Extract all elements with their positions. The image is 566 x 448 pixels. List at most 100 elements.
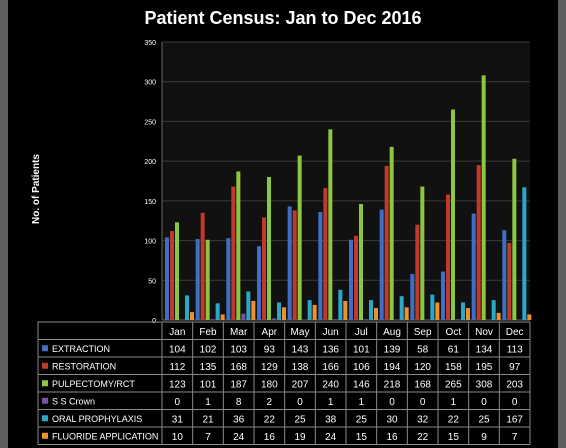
legend-swatch [42, 362, 48, 369]
data-label: 207 [292, 379, 309, 390]
x-tick-label: Feb [199, 327, 217, 338]
data-label: 187 [230, 379, 247, 390]
bar [384, 165, 389, 320]
data-label: 180 [261, 379, 278, 390]
data-label: 0 [512, 397, 518, 408]
data-label: 101 [353, 344, 370, 355]
data-label: 146 [353, 379, 370, 390]
bar [471, 213, 476, 320]
x-tick-label: Jul [355, 327, 368, 338]
bar [354, 235, 358, 320]
data-label: 10 [172, 432, 184, 443]
x-tick-label: Jan [169, 327, 185, 338]
data-label: 113 [507, 344, 523, 355]
data-label: 101 [200, 379, 217, 390]
bar [502, 230, 507, 320]
bar [246, 291, 251, 320]
bar [491, 300, 496, 320]
bar [328, 129, 333, 320]
bar [251, 300, 256, 320]
bar [481, 75, 486, 320]
y-tick-label: 50 [148, 278, 156, 285]
data-label: 240 [322, 379, 339, 390]
data-label: 22 [448, 414, 460, 425]
y-tick-label: 200 [144, 159, 156, 166]
data-label: 308 [476, 379, 493, 390]
legend-swatch [42, 432, 48, 439]
data-label: 15 [356, 432, 368, 443]
data-label: 195 [476, 362, 493, 373]
bar [226, 238, 231, 320]
bar [165, 237, 169, 320]
bar [507, 242, 512, 320]
data-label: 25 [478, 414, 490, 425]
data-label: 38 [325, 414, 337, 425]
data-label: 135 [200, 362, 217, 373]
data-label: 30 [386, 414, 398, 425]
bar [512, 158, 517, 320]
data-label: 120 [414, 362, 431, 373]
bar [236, 171, 241, 320]
bar [527, 314, 532, 320]
bar [441, 271, 445, 320]
bar [277, 302, 281, 320]
bar [282, 307, 286, 320]
data-label: 93 [264, 344, 276, 355]
bar [323, 188, 328, 320]
legend-label: RESTORATION [52, 361, 116, 371]
bar [374, 308, 378, 320]
bar [292, 210, 297, 320]
x-tick-label: Nov [475, 327, 493, 338]
data-label: 2 [267, 397, 273, 408]
data-label: 1 [359, 397, 365, 408]
bar [267, 177, 271, 320]
data-label: 16 [386, 432, 398, 443]
data-label: 0 [481, 397, 487, 408]
data-label: 143 [292, 344, 309, 355]
legend-swatch [42, 380, 48, 387]
data-label: 97 [509, 362, 521, 373]
bar [435, 302, 440, 320]
bar [307, 300, 312, 320]
data-label: 0 [420, 397, 426, 408]
data-label: 1 [205, 397, 211, 408]
data-label: 25 [294, 414, 306, 425]
data-label: 218 [384, 379, 401, 390]
bar [476, 165, 481, 320]
data-label: 166 [322, 362, 339, 373]
bar [220, 314, 225, 320]
data-label: 16 [264, 432, 276, 443]
data-label: 7 [205, 432, 211, 443]
y-tick-label: 350 [144, 40, 156, 47]
bar [312, 304, 317, 320]
bar [195, 238, 200, 320]
bar [297, 155, 302, 320]
bar [170, 231, 174, 320]
data-label: 106 [353, 362, 370, 373]
bar [175, 222, 179, 320]
data-label: 61 [448, 344, 460, 355]
data-label: 0 [297, 397, 303, 408]
bar [430, 294, 435, 320]
x-tick-label: Dec [506, 327, 524, 338]
data-label: 194 [384, 362, 401, 373]
data-label: 1 [451, 397, 457, 408]
bar [399, 296, 404, 320]
data-label: 104 [169, 344, 186, 355]
data-label: 168 [414, 379, 431, 390]
y-tick-label: 250 [144, 119, 156, 126]
bar [272, 318, 276, 320]
bar [359, 204, 363, 320]
bar [287, 206, 292, 320]
data-label: 19 [294, 432, 306, 443]
bar [190, 312, 194, 320]
bar [231, 186, 236, 320]
legend-label: FLUORIDE APPLICATION [52, 431, 158, 441]
data-label: 25 [356, 414, 368, 425]
data-label: 138 [292, 362, 309, 373]
data-label: 168 [230, 362, 247, 373]
bar [205, 239, 210, 320]
y-tick-label: 100 [144, 239, 156, 246]
bar [461, 302, 465, 320]
bar [446, 194, 450, 320]
